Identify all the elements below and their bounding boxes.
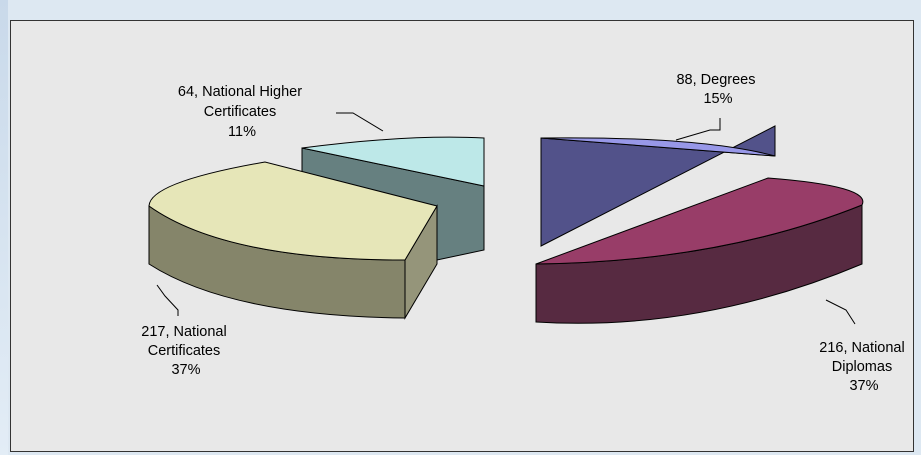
data-label-national-certificates-line-1: 217, National <box>141 324 226 340</box>
pie-slices <box>148 125 864 324</box>
leader-line-national-diplomas <box>825 299 856 325</box>
leader-line-degrees <box>675 118 721 141</box>
data-label-national-higher-certificates-line-3: 11% <box>228 124 256 140</box>
pie-slice-degrees-top <box>540 137 776 157</box>
data-label-degrees: 88, Degrees 15% <box>676 72 759 107</box>
leader-line-national-certificates <box>156 284 179 316</box>
data-label-national-certificates-line-3: 37% <box>171 362 200 378</box>
data-label-national-diplomas: 216, National Diplomas 37% <box>819 340 908 394</box>
pie-slice-national-diplomas-top <box>535 177 864 265</box>
data-label-degrees-line-1: 88, Degrees <box>676 72 755 88</box>
data-label-national-higher-certificates-line-2: Certificates <box>204 104 277 120</box>
data-label-national-diplomas-line-2: Diplomas <box>832 359 892 375</box>
data-label-national-diplomas-line-3: 37% <box>849 378 878 394</box>
top-band <box>0 0 921 16</box>
pie-slice-national-higher-certificates-top <box>301 136 485 187</box>
data-label-national-certificates: 217, National Certificates 37% <box>141 324 230 378</box>
data-label-national-higher-certificates: 64, National Higher Certificates 11% <box>178 84 306 140</box>
data-labels: 88, Degrees 15% 216, National Diplomas 3… <box>141 72 908 394</box>
data-label-national-diplomas-line-1: 216, National <box>819 340 904 356</box>
pie-slice-national-certificates-top <box>148 161 438 261</box>
data-label-national-certificates-line-2: Certificates <box>148 343 221 359</box>
leader-lines <box>156 112 856 325</box>
data-label-national-higher-certificates-line-1: 64, National Higher <box>178 84 302 100</box>
data-label-degrees-line-2: 15% <box>703 91 732 107</box>
side-strip <box>0 0 8 455</box>
leader-line-national-higher-certificates <box>336 112 384 132</box>
